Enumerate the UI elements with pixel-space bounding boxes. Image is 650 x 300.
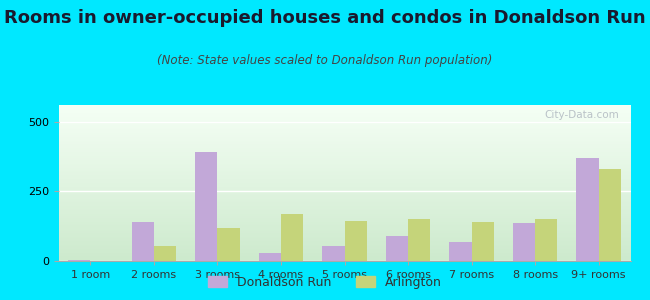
Bar (195, 152, 217, 261)
Legend: Donaldson Run, Arlington: Donaldson Run, Arlington (203, 271, 447, 294)
Bar (408, 219, 430, 261)
Bar (259, 253, 281, 261)
Bar (599, 169, 621, 261)
Text: Rooms in owner-occupied houses and condos in Donaldson Run: Rooms in owner-occupied houses and condo… (4, 9, 646, 27)
Bar (535, 219, 558, 261)
Bar (281, 214, 303, 261)
Text: (Note: State values scaled to Donaldson Run population): (Note: State values scaled to Donaldson … (157, 54, 493, 67)
Bar (386, 236, 408, 261)
Bar (577, 158, 599, 261)
Bar (131, 222, 154, 261)
Bar (322, 246, 344, 261)
Bar (513, 224, 535, 261)
Bar (154, 246, 176, 261)
Text: City-Data.com: City-Data.com (544, 110, 619, 120)
Bar (217, 228, 240, 261)
Bar (344, 220, 367, 261)
Bar (68, 260, 90, 261)
Bar (449, 242, 472, 261)
Bar (472, 222, 494, 261)
